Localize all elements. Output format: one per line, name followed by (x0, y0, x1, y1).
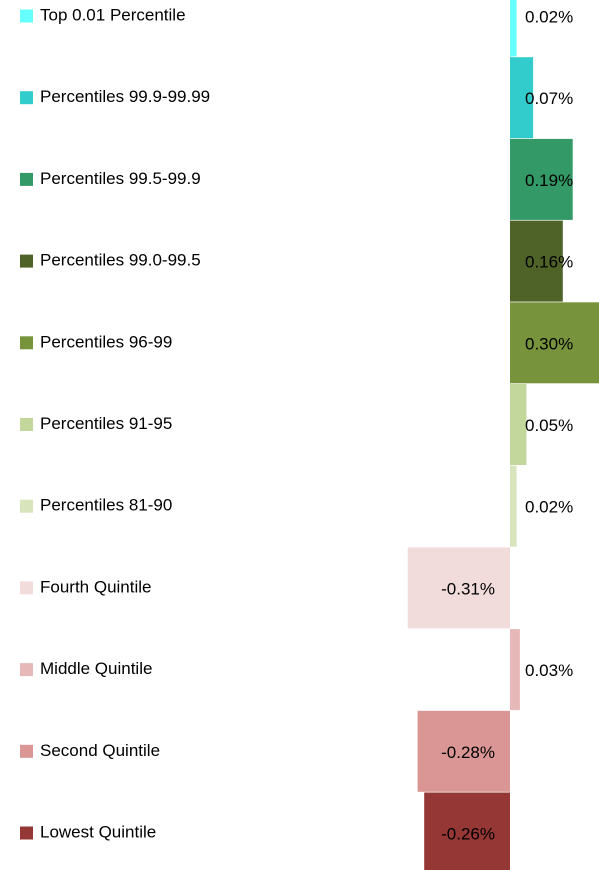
value-label: -0.26% (441, 824, 495, 843)
legend-swatch (20, 499, 33, 513)
value-label: 0.02% (525, 498, 573, 517)
value-label: 0.19% (525, 171, 573, 190)
bar (424, 792, 510, 870)
value-label: 0.30% (525, 334, 573, 353)
category-label: Percentiles 81-90 (40, 496, 172, 515)
legend-swatch (20, 254, 33, 268)
bar (510, 0, 517, 57)
value-label: 0.16% (525, 253, 573, 272)
category-label: Top 0.01 Percentile (40, 5, 186, 24)
value-label: -0.31% (441, 579, 495, 598)
category-label: Second Quintile (40, 741, 160, 760)
bar (510, 384, 527, 465)
category-label: Percentiles 91-95 (40, 414, 172, 433)
bar (407, 547, 510, 629)
bar (510, 629, 520, 711)
bar (510, 302, 599, 384)
legend-swatch (20, 581, 33, 595)
value-label: 0.02% (525, 7, 573, 26)
category-label: Percentiles 99.5-99.9 (40, 169, 201, 188)
category-label: Lowest Quintile (40, 822, 156, 841)
legend-swatch (20, 336, 33, 350)
legend-swatch (20, 91, 33, 105)
category-label: Middle Quintile (40, 659, 152, 678)
value-label: 0.03% (525, 661, 573, 680)
legend-swatch (20, 9, 33, 23)
legend-swatch (20, 826, 33, 840)
legend-swatch (20, 172, 33, 186)
bar (510, 138, 573, 220)
legend-swatch (20, 418, 33, 431)
bar (510, 220, 563, 302)
category-label: Fourth Quintile (40, 577, 152, 596)
category-label: Percentiles 99.9-99.99 (40, 87, 210, 106)
value-label: -0.28% (441, 743, 495, 762)
legend-swatch (20, 744, 33, 758)
value-label: 0.05% (525, 416, 573, 435)
legend-swatch (20, 663, 33, 677)
bar (417, 710, 510, 792)
bar (510, 465, 517, 547)
bar (510, 57, 534, 139)
category-label: Percentiles 99.0-99.5 (40, 251, 201, 270)
category-label: Percentiles 96-99 (40, 332, 172, 351)
value-label: 0.07% (525, 89, 573, 108)
